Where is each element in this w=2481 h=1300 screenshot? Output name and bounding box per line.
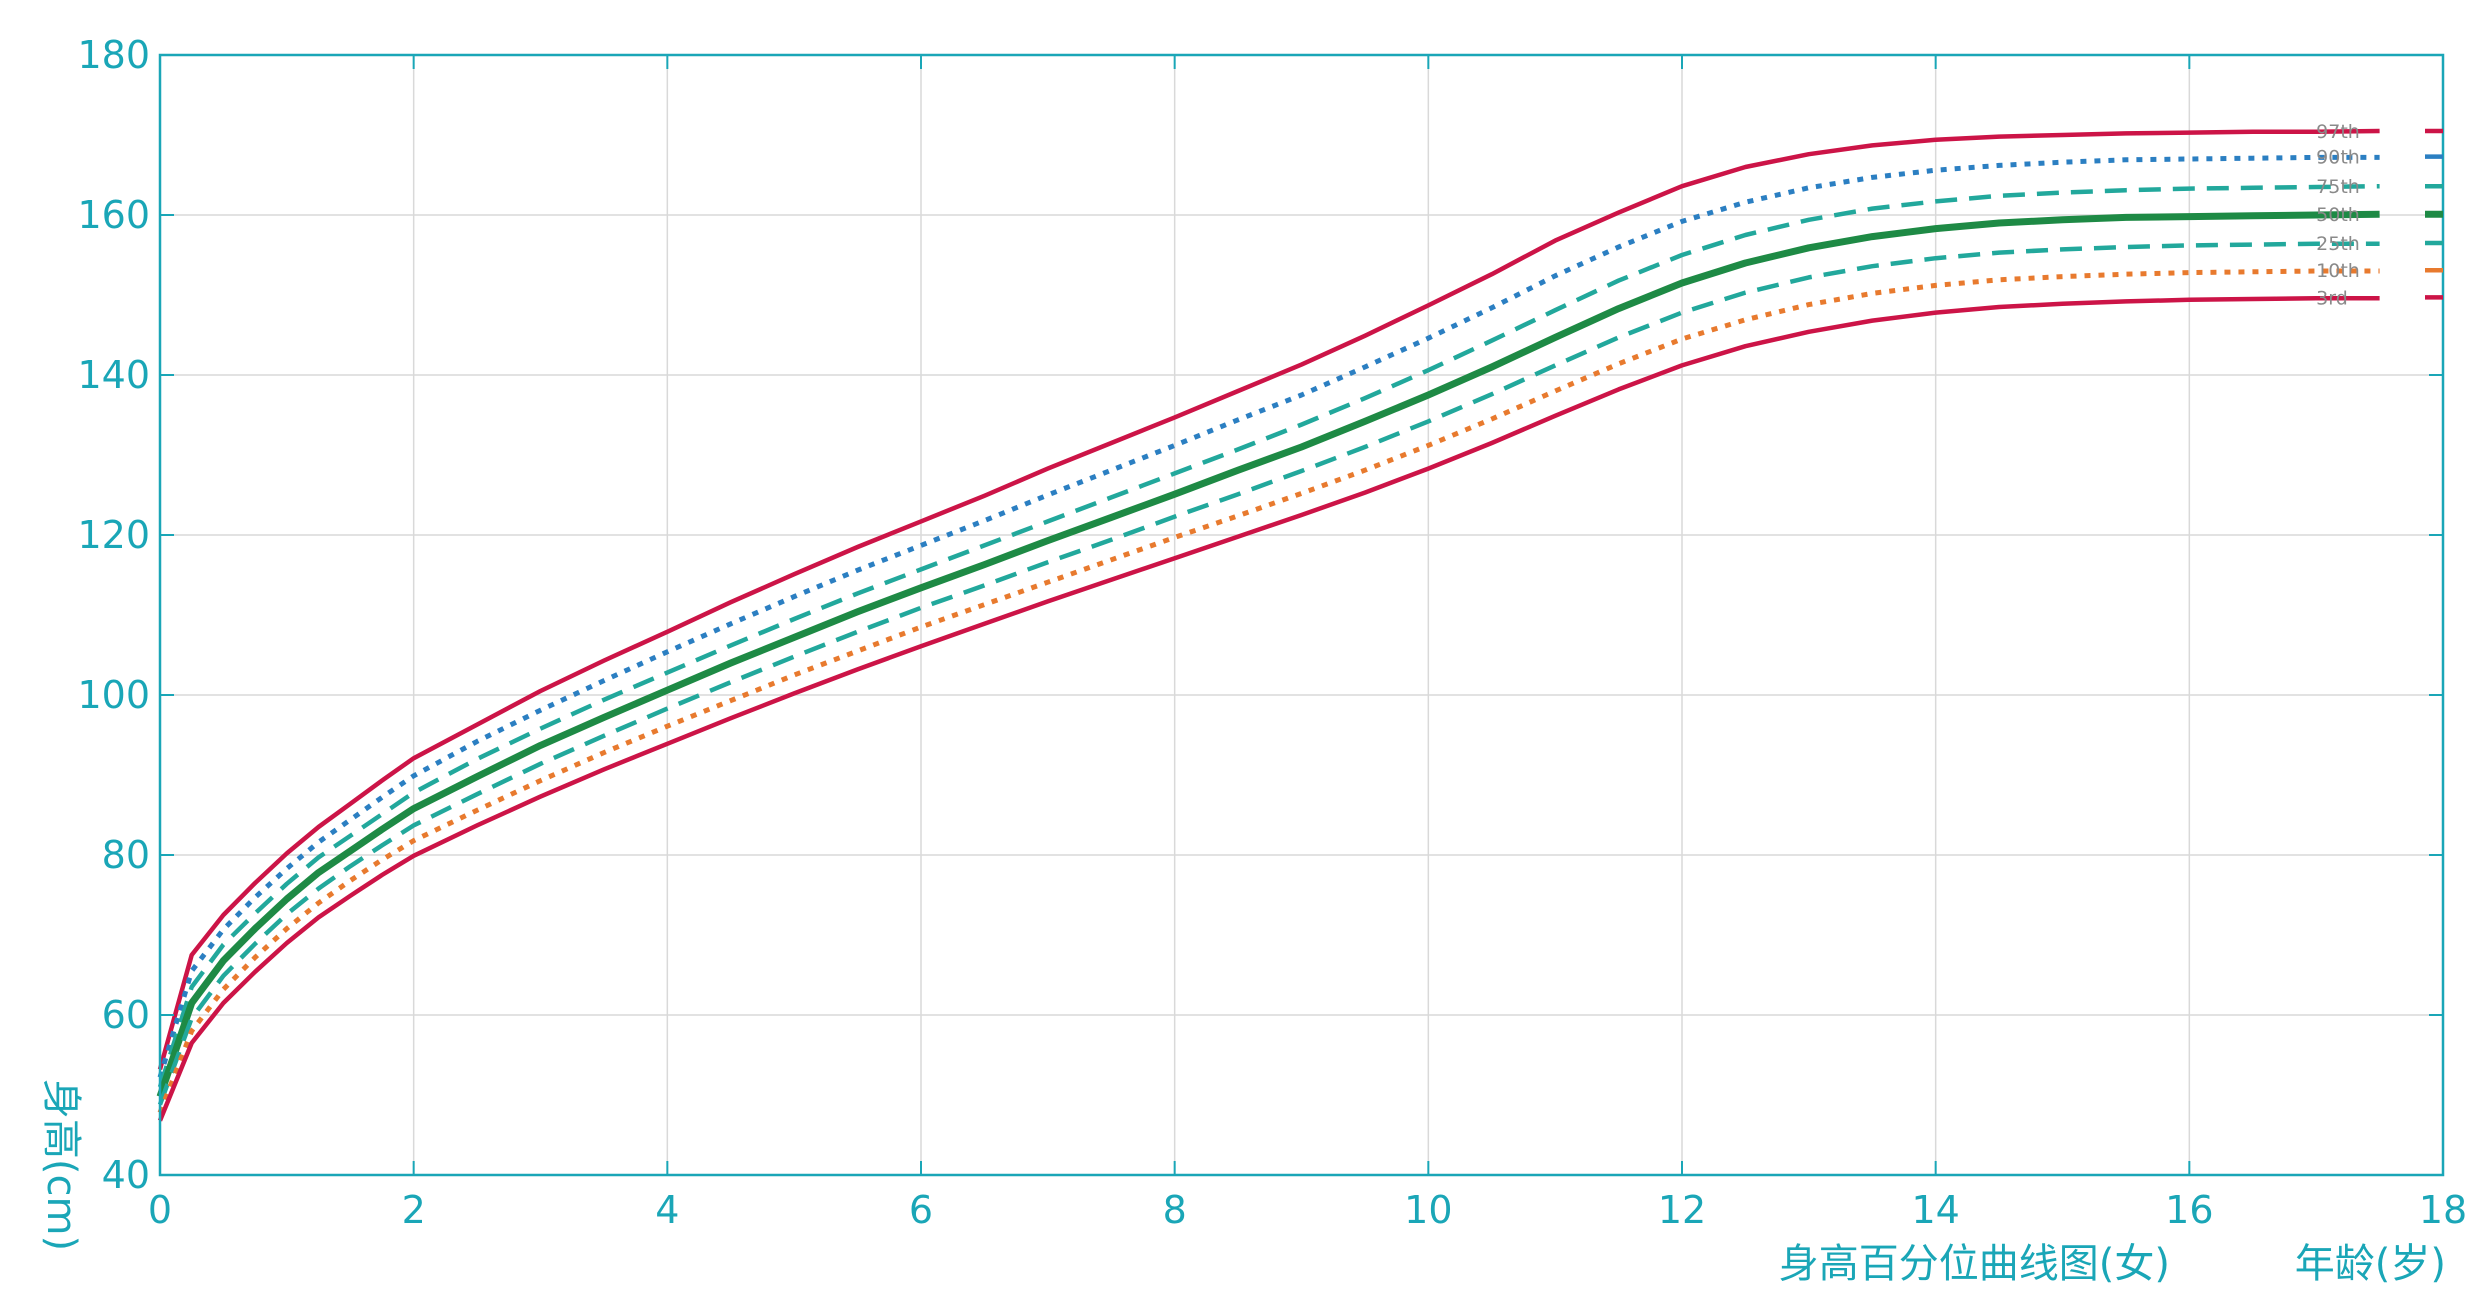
series-label-75th: 75th (2316, 176, 2360, 198)
y-tick-label: 40 (102, 1153, 150, 1197)
y-tick-label: 60 (102, 993, 150, 1037)
series-line-10th (157, 268, 2380, 1114)
y-tick-label: 80 (102, 833, 150, 877)
plot-frame (158, 53, 2445, 1177)
series-lines (156, 128, 2380, 1122)
x-tick-label: 6 (909, 1188, 933, 1232)
y-tick-label: 180 (77, 33, 150, 77)
x-tick-label: 2 (402, 1188, 426, 1232)
series-label-3rd: 3rd (2316, 287, 2348, 309)
x-axis-title: 年龄(岁) (2295, 1241, 2446, 1287)
x-tick-label: 18 (2419, 1188, 2467, 1232)
y-tick-label: 140 (77, 353, 150, 397)
y-tick-label: 100 (77, 673, 150, 717)
y-tick-label: 160 (77, 193, 150, 237)
x-tick-label: 0 (148, 1188, 172, 1232)
series-line-3rd (157, 295, 2380, 1122)
x-tick-label: 12 (1658, 1188, 1706, 1232)
series-line-97th (157, 128, 2380, 1071)
series-label-50th: 50th (2316, 204, 2360, 226)
series-line-50th (156, 210, 2380, 1098)
grid (159, 54, 2444, 1176)
series-labels: 97th 90th 75th 50th 25th 10th 3rd (2316, 121, 2443, 309)
series-line-25th (157, 241, 2380, 1106)
series-line-75th (157, 183, 2380, 1088)
y-axis-title: 身高(cm) (38, 1079, 84, 1251)
x-tick-label: 4 (655, 1188, 679, 1232)
series-label-10th: 10th (2316, 260, 2360, 282)
tick-labels: 0 2 4 6 8 10 12 14 16 18 40 60 80 100 120 140 160 180 (77, 33, 2467, 1232)
series-label-97th: 97th (2316, 121, 2360, 143)
x-tick-label: 14 (1911, 1188, 1959, 1232)
series-label-25th: 25th (2316, 233, 2360, 255)
y-tick-label: 120 (77, 513, 150, 557)
x-tick-label: 10 (1404, 1188, 1452, 1232)
series-line-90th (157, 154, 2380, 1079)
x-tick-label: 16 (2165, 1188, 2213, 1232)
series-label-90th: 90th (2316, 147, 2360, 169)
x-tick-label: 8 (1163, 1188, 1187, 1232)
axes (158, 53, 2445, 1177)
chart-title: 身高百分位曲线图(女) (1779, 1241, 2170, 1287)
